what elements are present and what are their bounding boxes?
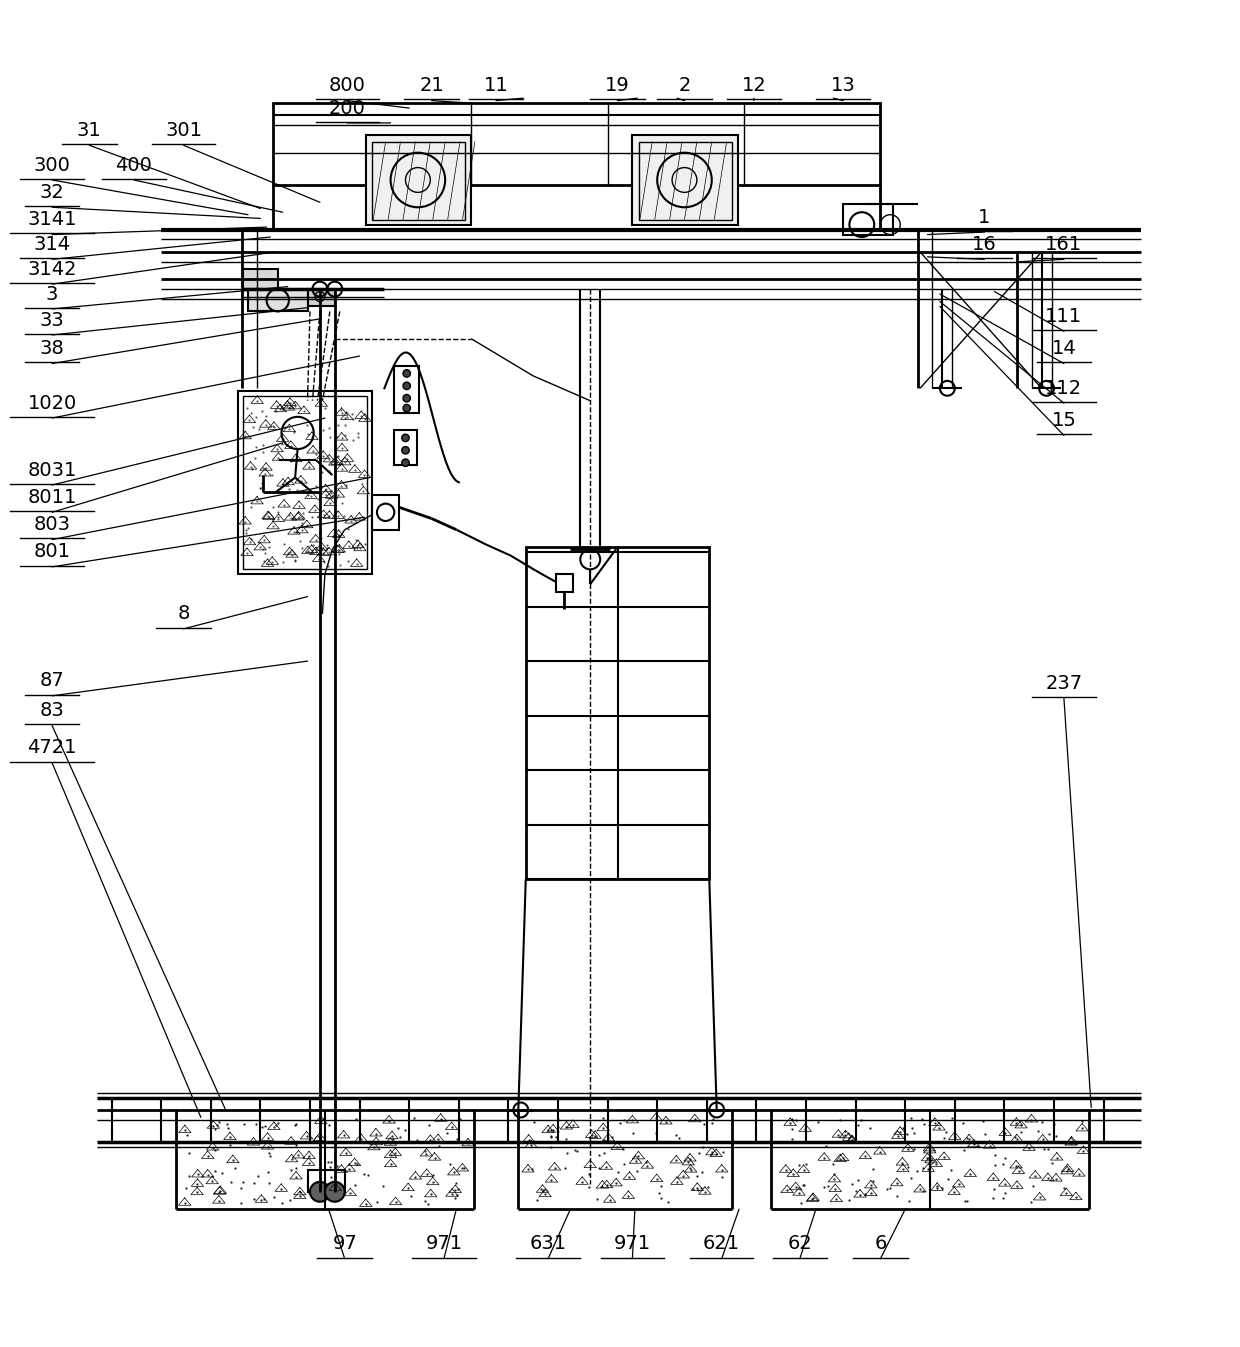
Bar — [308, 290, 335, 307]
Circle shape — [402, 459, 409, 466]
Text: 62: 62 — [787, 1234, 812, 1254]
Text: 19: 19 — [605, 77, 630, 96]
Bar — [639, 141, 732, 220]
Bar — [526, 547, 709, 880]
Text: 15: 15 — [1052, 411, 1076, 430]
Text: 6: 6 — [874, 1234, 887, 1254]
Circle shape — [325, 1181, 345, 1202]
Bar — [632, 135, 738, 225]
Bar — [243, 269, 278, 290]
Bar — [243, 396, 367, 570]
Text: 21: 21 — [419, 77, 444, 96]
Bar — [238, 391, 372, 574]
Bar — [366, 135, 471, 225]
Text: 3141: 3141 — [27, 210, 77, 229]
Text: 13: 13 — [831, 77, 856, 96]
Circle shape — [403, 369, 410, 377]
Text: 2: 2 — [678, 77, 691, 96]
Text: 300: 300 — [33, 156, 71, 175]
Bar — [372, 141, 465, 220]
Bar — [843, 203, 893, 234]
Bar — [556, 574, 573, 591]
Text: 112: 112 — [1045, 379, 1083, 397]
Text: 11: 11 — [484, 77, 508, 96]
Text: 87: 87 — [40, 671, 64, 691]
Text: 3142: 3142 — [27, 260, 77, 279]
Text: 33: 33 — [40, 311, 64, 330]
Text: 803: 803 — [33, 515, 71, 535]
Text: 38: 38 — [40, 339, 64, 358]
Text: 801: 801 — [33, 543, 71, 562]
Circle shape — [402, 434, 409, 442]
Text: 400: 400 — [115, 156, 153, 175]
Text: 3: 3 — [46, 284, 58, 303]
Text: 83: 83 — [40, 702, 64, 721]
Bar — [273, 104, 880, 185]
Text: 161: 161 — [1045, 234, 1083, 255]
Text: 97: 97 — [332, 1234, 357, 1254]
Text: 8: 8 — [177, 605, 190, 624]
Circle shape — [403, 404, 410, 412]
Text: 200: 200 — [329, 98, 366, 117]
Text: 111: 111 — [1045, 307, 1083, 326]
Text: 314: 314 — [33, 234, 71, 255]
Text: 301: 301 — [165, 121, 202, 140]
Text: 12: 12 — [742, 77, 766, 96]
Bar — [372, 494, 399, 529]
Circle shape — [403, 383, 410, 389]
Bar — [394, 366, 419, 414]
Text: 621: 621 — [703, 1234, 740, 1254]
Text: 14: 14 — [1052, 339, 1076, 358]
Text: 31: 31 — [77, 121, 102, 140]
Bar — [308, 1169, 345, 1192]
Text: 1: 1 — [978, 207, 991, 226]
Text: 237: 237 — [1045, 674, 1083, 692]
Text: 971: 971 — [614, 1234, 651, 1254]
Text: 8031: 8031 — [27, 461, 77, 480]
Bar — [248, 290, 308, 311]
Circle shape — [403, 395, 410, 401]
Circle shape — [310, 1181, 330, 1202]
Text: 32: 32 — [40, 183, 64, 202]
Bar — [394, 431, 417, 465]
Text: 8011: 8011 — [27, 488, 77, 506]
Text: 971: 971 — [425, 1234, 463, 1254]
Text: 16: 16 — [972, 234, 997, 255]
Text: 800: 800 — [329, 77, 366, 96]
Text: 4721: 4721 — [27, 738, 77, 757]
Circle shape — [402, 447, 409, 454]
Text: 1020: 1020 — [27, 393, 77, 412]
Text: 631: 631 — [529, 1234, 567, 1254]
